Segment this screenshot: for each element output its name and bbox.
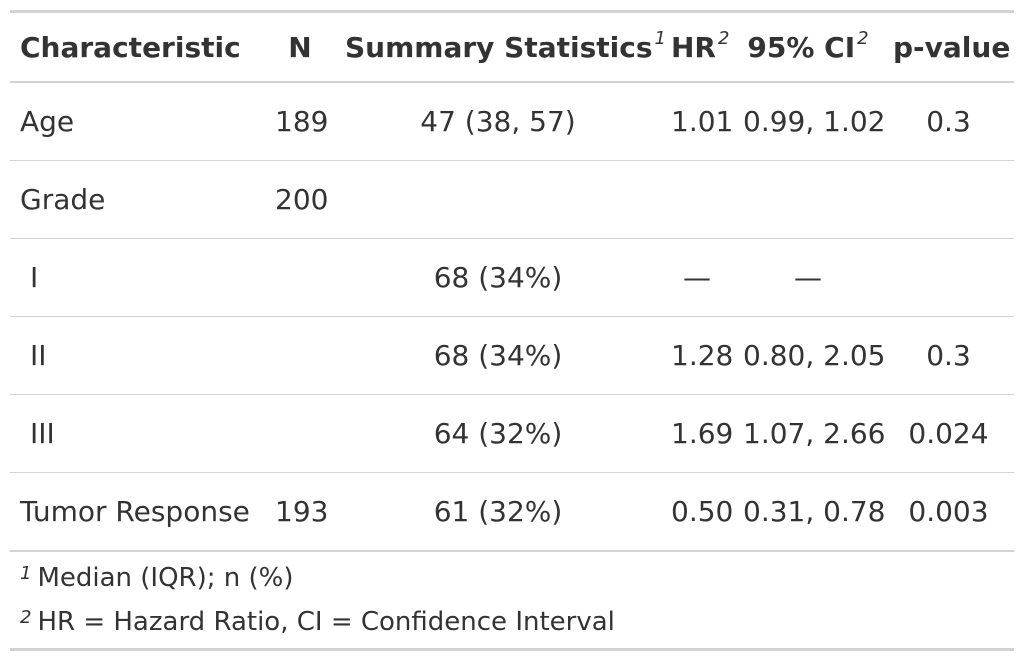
cell-p: 0.003 bbox=[883, 472, 1014, 551]
table-row: III 64 (32%) 1.69 1.07, 2.66 0.024 bbox=[10, 394, 1014, 473]
cell-ci: 0.31, 0.78 bbox=[733, 472, 886, 551]
footnote-marker: 1 bbox=[20, 563, 32, 584]
cell-n bbox=[265, 394, 335, 473]
cell-hr bbox=[661, 160, 733, 239]
cell-stat: 61 (32%) bbox=[335, 472, 661, 551]
cell-ci: 0.99, 1.02 bbox=[743, 105, 886, 138]
cell-ci: 1.07, 2.66 bbox=[733, 394, 886, 473]
table-header: Characteristic N Summary Statistics 1 HR 2… bbox=[10, 11, 1014, 83]
cell-p: 0.3 bbox=[883, 316, 1014, 395]
cell-n: 189 bbox=[275, 105, 329, 138]
cell-n bbox=[265, 316, 335, 395]
results-table-container: Characteristic N Summary Statistics 1 HR 2… bbox=[10, 10, 1014, 651]
cell-label: III bbox=[10, 394, 265, 473]
cell-label: Tumor Response bbox=[10, 472, 265, 551]
cell-p bbox=[883, 160, 1014, 239]
cell-stat bbox=[335, 160, 661, 239]
cell-label: Age bbox=[20, 105, 75, 138]
header-characteristic: Characteristic bbox=[10, 11, 265, 83]
cell-hr: 0.50 bbox=[661, 472, 733, 551]
cell-hr: 1.01 bbox=[671, 105, 734, 138]
header-n: N bbox=[265, 11, 335, 83]
header-ci: 95% CI 2 bbox=[733, 11, 883, 83]
cell-n: 193 bbox=[265, 472, 335, 551]
cell-stat: 47 (38, 57) bbox=[420, 105, 576, 138]
table-row: Grade 200 bbox=[10, 160, 1014, 239]
cell-hr: — bbox=[661, 238, 733, 317]
cell-p: 0.3 bbox=[926, 105, 971, 138]
cell-n: 200 bbox=[265, 160, 335, 239]
footnotes-cell: 1 Median (IQR); n (%) 2 HR = Hazard Ratio,… bbox=[10, 550, 1014, 650]
cell-stat: 68 (34%) bbox=[335, 316, 661, 395]
table-row: I 68 (34%) — — bbox=[10, 238, 1014, 317]
cell-p bbox=[883, 238, 1014, 317]
table-body: Age 189 47 (38, 57) 1.01 0.99, 1.02 0.3 … bbox=[10, 82, 1014, 551]
results-table: Characteristic N Summary Statistics 1 HR 2… bbox=[10, 10, 1014, 651]
header-hr: HR 2 bbox=[661, 11, 733, 83]
footnote: 1 Median (IQR); n (%) bbox=[20, 556, 1004, 600]
cell-label: II bbox=[10, 316, 265, 395]
cell-label: Grade bbox=[10, 160, 265, 239]
footnote-marker: 2 bbox=[718, 27, 730, 49]
cell-stat: 64 (32%) bbox=[335, 394, 661, 473]
cell-n bbox=[265, 238, 335, 317]
cell-hr: 1.28 bbox=[661, 316, 733, 395]
cell-p: 0.024 bbox=[883, 394, 1014, 473]
footnote-marker: 2 bbox=[20, 607, 32, 628]
cell-ci: — bbox=[733, 238, 883, 317]
footnote-text: HR = Hazard Ratio, CI = Confidence Inter… bbox=[37, 607, 615, 637]
cell-ci bbox=[733, 160, 883, 239]
table-row: Age 189 47 (38, 57) 1.01 0.99, 1.02 0.3 bbox=[10, 82, 1014, 161]
cell-label: I bbox=[10, 238, 265, 317]
header-p-value: p-value bbox=[883, 11, 1014, 83]
table-row: II 68 (34%) 1.28 0.80, 2.05 0.3 bbox=[10, 316, 1014, 395]
header-row: Characteristic N Summary Statistics 1 HR 2… bbox=[10, 11, 1014, 83]
footnote-marker: 1 bbox=[654, 27, 666, 49]
footnote-marker: 2 bbox=[857, 27, 869, 49]
table-footnotes: 1 Median (IQR); n (%) 2 HR = Hazard Ratio,… bbox=[10, 550, 1014, 650]
header-summary-statistics: Summary Statistics 1 bbox=[335, 11, 666, 83]
footnote-text: Median (IQR); n (%) bbox=[37, 563, 294, 593]
cell-ci: 0.80, 2.05 bbox=[733, 316, 886, 395]
footnotes-row: 1 Median (IQR); n (%) 2 HR = Hazard Ratio,… bbox=[10, 550, 1014, 650]
cell-hr: 1.69 bbox=[661, 394, 733, 473]
table-row: Tumor Response 193 61 (32%) 0.50 0.31, 0… bbox=[10, 472, 1014, 551]
footnote: 2 HR = Hazard Ratio, CI = Confidence Inte… bbox=[20, 600, 1004, 644]
cell-stat: 68 (34%) bbox=[335, 238, 661, 317]
